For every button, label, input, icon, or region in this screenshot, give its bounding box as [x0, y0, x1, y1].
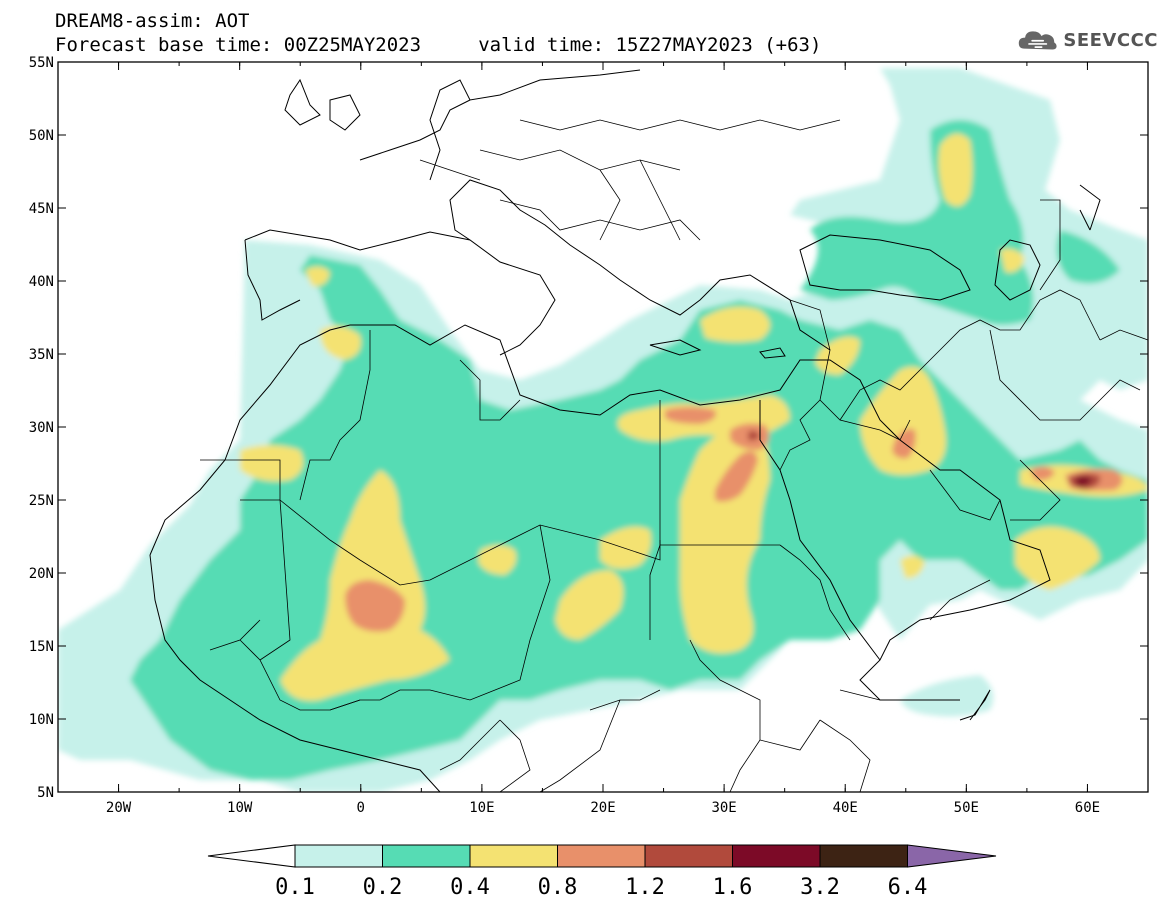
- colorbar-label: 0.8: [538, 875, 578, 900]
- y-tick-label: 50N: [29, 128, 54, 144]
- x-tick-label: 20E: [590, 800, 615, 816]
- y-tick-label: 15N: [29, 639, 54, 655]
- map-title: DREAM8-assim: AOT: [55, 10, 250, 32]
- colorbar-segment: [294, 844, 383, 868]
- y-tick-label: 10N: [29, 712, 54, 728]
- y-axis-labels: 55N 50N 45N 40N 35N 30N 25N 20N 15N 10N 5N: [29, 55, 54, 801]
- y-tick-label: 5N: [37, 785, 54, 801]
- coastlines: [149, 69, 1101, 792]
- country-borders: [200, 119, 1148, 792]
- colorbar: [207, 844, 997, 868]
- colorbar-segment: [557, 844, 646, 868]
- x-axis-labels: 20W 10W 0 10E 20E 30E 40E 50E 60E: [106, 800, 1100, 816]
- aot-field: [58, 62, 1148, 792]
- colorbar-segment: [469, 844, 558, 868]
- colorbar-low-arrow: [207, 844, 296, 868]
- y-tick-label: 20N: [29, 566, 54, 582]
- x-tick-label: 10W: [227, 800, 253, 816]
- seevccc-logo: SEEVCCC: [1018, 24, 1158, 56]
- y-tick-label: 25N: [29, 493, 54, 509]
- x-tick-label: 40E: [833, 800, 858, 816]
- colorbar-label: 6.4: [888, 875, 928, 900]
- colorbar-label: 1.6: [713, 875, 753, 900]
- colorbar-segment: [732, 844, 821, 868]
- colorbar-high-arrow: [907, 844, 997, 868]
- y-tick-label: 30N: [29, 420, 54, 436]
- cloud-icon: [1018, 31, 1057, 50]
- logo-text: SEEVCCC: [1063, 29, 1158, 51]
- x-tick-label: 20W: [106, 800, 132, 816]
- colorbar-label: 1.2: [625, 875, 665, 900]
- x-tick-label: 10E: [469, 800, 494, 816]
- axis-ticks: [57, 61, 1149, 793]
- y-tick-label: 55N: [29, 55, 54, 71]
- colorbar-label: 0.1: [275, 875, 315, 900]
- y-tick-label: 35N: [29, 347, 54, 363]
- colorbar-segment: [644, 844, 733, 868]
- y-tick-label: 45N: [29, 201, 54, 217]
- colorbar-segment: [382, 844, 471, 868]
- colorbar-segment: [819, 844, 908, 868]
- colorbar-label: 0.2: [363, 875, 403, 900]
- x-tick-label: 0: [357, 800, 365, 816]
- x-tick-label: 60E: [1075, 800, 1100, 816]
- colorbar-label: 0.4: [450, 875, 490, 900]
- map-subtitle: Forecast base time: 00Z25MAY2023 valid t…: [55, 34, 822, 56]
- colorbar-label: 3.2: [800, 875, 840, 900]
- colorbar-labels: 0.1 0.2 0.4 0.8 1.2 1.6 3.2 6.4: [275, 875, 927, 900]
- x-tick-label: 30E: [711, 800, 736, 816]
- x-tick-label: 50E: [954, 800, 979, 816]
- y-tick-label: 40N: [29, 274, 54, 290]
